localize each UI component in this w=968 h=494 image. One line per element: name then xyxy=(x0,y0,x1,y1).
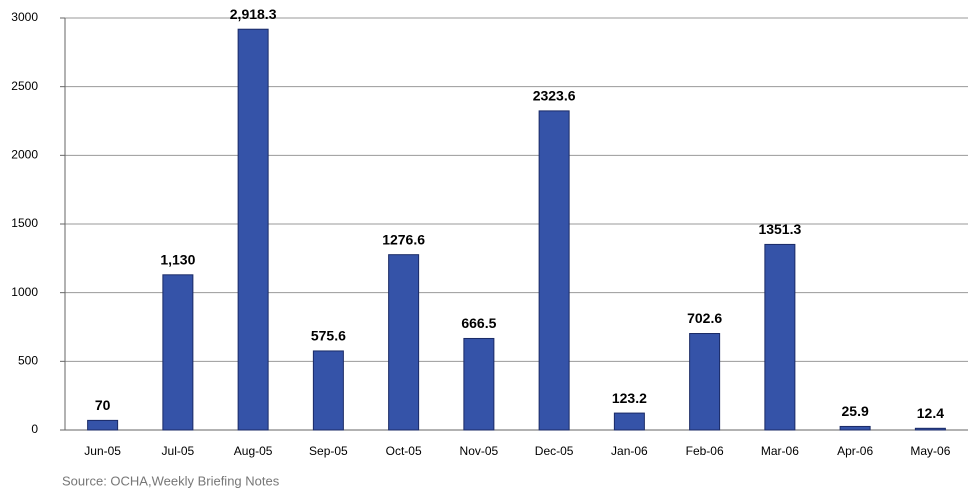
bar xyxy=(538,110,570,431)
bar xyxy=(162,274,194,431)
data-label: 2,918.3 xyxy=(230,6,277,22)
x-tick-label: Dec-05 xyxy=(535,444,574,458)
y-tick-label: 0 xyxy=(31,422,38,436)
x-tick-label: Apr-06 xyxy=(837,444,873,458)
data-label: 666.5 xyxy=(461,315,496,331)
y-tick-label: 2500 xyxy=(11,79,38,93)
x-tick-label: Nov-05 xyxy=(460,444,499,458)
x-tick-label: Jun-05 xyxy=(84,444,121,458)
data-label: 2323.6 xyxy=(533,88,576,104)
y-tick-label: 3000 xyxy=(11,10,38,24)
y-tick-label: 500 xyxy=(18,354,38,368)
x-tick-label: May-06 xyxy=(910,444,950,458)
y-tick-label: 1000 xyxy=(11,285,38,299)
x-tick-label: Feb-06 xyxy=(686,444,724,458)
bar xyxy=(764,243,796,431)
data-label: 12.4 xyxy=(917,405,944,421)
x-tick-label: Oct-05 xyxy=(386,444,422,458)
data-label: 575.6 xyxy=(311,328,346,344)
data-label: 1,130 xyxy=(160,252,195,268)
data-label: 70 xyxy=(95,397,111,413)
x-tick-label: Jan-06 xyxy=(611,444,648,458)
bar xyxy=(839,425,871,431)
bar xyxy=(87,419,119,431)
data-label: 1276.6 xyxy=(382,231,425,247)
x-tick-label: Jul-05 xyxy=(162,444,195,458)
bar xyxy=(613,412,645,431)
x-tick-label: Sep-05 xyxy=(309,444,348,458)
bar xyxy=(312,350,344,431)
y-tick-label: 1500 xyxy=(11,216,38,230)
bar xyxy=(689,333,721,431)
data-label: 123.2 xyxy=(612,390,647,406)
bar xyxy=(237,28,269,431)
data-label: 25.9 xyxy=(842,403,869,419)
x-tick-label: Aug-05 xyxy=(234,444,273,458)
bar xyxy=(914,427,946,431)
data-label: 702.6 xyxy=(687,310,722,326)
y-tick-label: 2000 xyxy=(11,148,38,162)
x-tick-label: Mar-06 xyxy=(761,444,799,458)
source-note: Source: OCHA,Weekly Briefing Notes xyxy=(62,473,280,488)
bar xyxy=(463,337,495,431)
data-label: 1351.3 xyxy=(758,221,801,237)
bar xyxy=(388,254,420,431)
